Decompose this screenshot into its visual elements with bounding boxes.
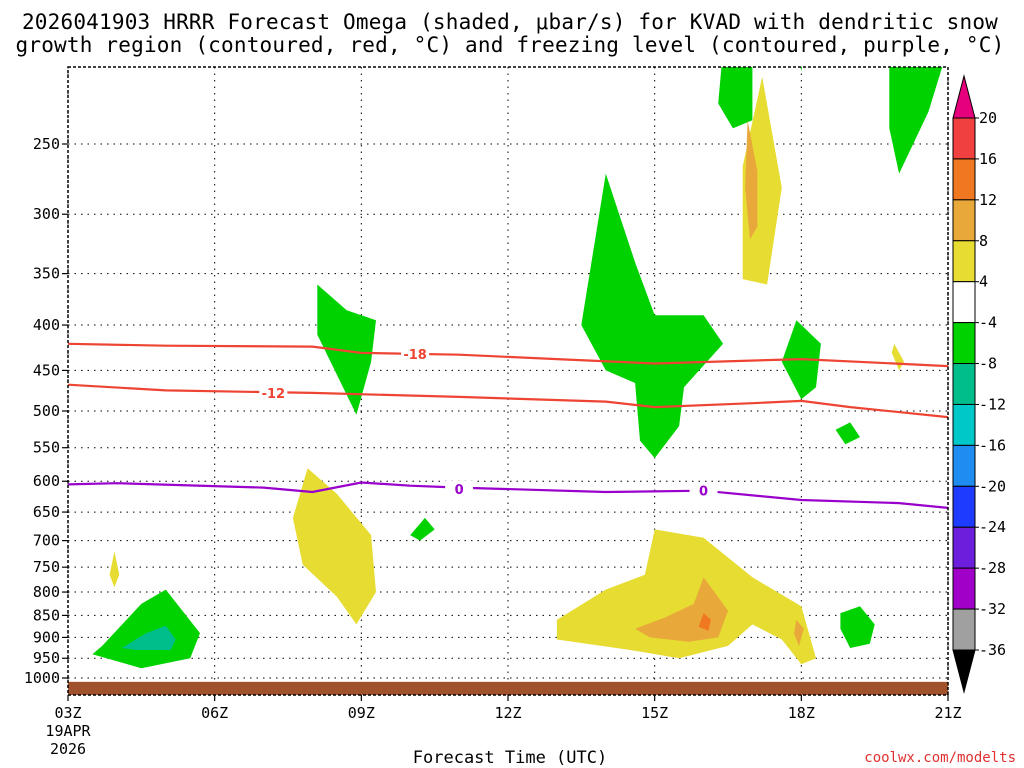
colorbar-label: 12 bbox=[979, 191, 997, 209]
y-tick-label: 450 bbox=[33, 361, 60, 379]
y-tick-label: 500 bbox=[33, 402, 60, 420]
freezing-level-label-bg bbox=[445, 480, 474, 497]
downward-motion-yellow-4 bbox=[891, 343, 904, 371]
upward-motion-green-5 bbox=[718, 67, 753, 129]
upward-motion-green-7 bbox=[835, 422, 860, 445]
colorbar-label: -36 bbox=[979, 641, 1006, 659]
colorbar-bin bbox=[952, 158, 976, 201]
colorbar-label: -28 bbox=[979, 559, 1006, 577]
x-tick-label: 12Z bbox=[494, 704, 521, 722]
credit-text: coolwx.com/modelts bbox=[864, 750, 1016, 766]
downward-motion-yellow-1 bbox=[109, 551, 120, 588]
colorbar-bin bbox=[952, 608, 976, 651]
y-tick-label: 700 bbox=[33, 532, 60, 550]
x-start-label-month: 19APR bbox=[45, 722, 91, 740]
colorbar-label: -16 bbox=[979, 436, 1006, 454]
upward-motion-green-8 bbox=[840, 606, 875, 648]
colorbar-bin bbox=[952, 403, 976, 446]
x-start-label-year: 2026 bbox=[50, 740, 86, 758]
upward-motion-green-1 bbox=[92, 589, 200, 669]
y-tick-label: 850 bbox=[33, 606, 60, 624]
upward-motion-teal-1 bbox=[121, 625, 176, 650]
dgz-minus12-line bbox=[68, 383, 948, 419]
x-axis-title: Forecast Time (UTC) bbox=[413, 748, 607, 768]
y-tick-label: 600 bbox=[33, 472, 60, 490]
y-tick-label: 1000 bbox=[24, 669, 60, 687]
chart-title-line1: 2026041903 HRRR Forecast Omega (shaded, … bbox=[22, 10, 998, 34]
upward-motion-green-10 bbox=[800, 67, 802, 72]
downward-motion-orange-1 bbox=[745, 120, 758, 240]
colorbar: 20 16 12 8 4 -4 -8 -12 -16 -20 -24 -28 -32 -36 bbox=[952, 74, 1006, 694]
y-axis-ticks: 250 300 350 400 450 500 550 600 650 700 750 800 850 9… bbox=[24, 135, 68, 687]
colorbar-label: -32 bbox=[979, 600, 1006, 618]
colorbar-label: 8 bbox=[979, 232, 988, 250]
upward-motion-green-2 bbox=[317, 284, 376, 415]
upward-motion-green-4 bbox=[581, 173, 724, 459]
y-tick-label: 300 bbox=[33, 205, 60, 223]
colorbar-label: 16 bbox=[979, 150, 997, 168]
y-tick-label: 350 bbox=[33, 265, 60, 283]
dgz-minus18-label: -18 bbox=[403, 348, 427, 363]
x-tick-label: 15Z bbox=[641, 704, 668, 722]
downward-motion-yellow-5 bbox=[556, 529, 816, 665]
y-tick-label: 950 bbox=[33, 649, 60, 667]
omega-shading bbox=[92, 67, 943, 669]
surface-terrain bbox=[68, 681, 948, 695]
x-tick-label: 18Z bbox=[788, 704, 815, 722]
colorbar-label: -20 bbox=[979, 477, 1006, 495]
downward-motion-yellow-2 bbox=[292, 468, 376, 625]
y-tick-label: 550 bbox=[33, 439, 60, 457]
colorbar-label: -24 bbox=[979, 518, 1006, 536]
dgz-minus18-label-bg bbox=[401, 345, 430, 362]
freezing-level-label-bg bbox=[689, 482, 718, 499]
y-tick-label: 750 bbox=[33, 558, 60, 576]
colorbar-label: -12 bbox=[979, 395, 1006, 413]
dgz-minus12-label-bg bbox=[259, 384, 288, 401]
dgz-minus12-label: -12 bbox=[262, 387, 286, 402]
y-tick-label: 800 bbox=[33, 583, 60, 601]
dgz-minus18-line bbox=[68, 342, 948, 368]
temperature-contours: -18 -12 0 0 bbox=[68, 342, 948, 509]
colorbar-bin bbox=[952, 485, 976, 528]
colorbar-bin bbox=[952, 240, 976, 283]
upward-motion-green-3 bbox=[410, 517, 435, 541]
downward-motion-orange-3 bbox=[794, 619, 804, 646]
colorbar-bin bbox=[952, 281, 976, 324]
colorbar-label: -8 bbox=[979, 355, 997, 373]
freezing-level-label-2: 0 bbox=[699, 485, 708, 500]
y-tick-label: 400 bbox=[33, 316, 60, 334]
y-tick-label: 250 bbox=[33, 135, 60, 153]
colorbar-bin bbox=[952, 117, 976, 160]
x-tick-label: 21Z bbox=[934, 704, 961, 722]
colorbar-bin-bottom bbox=[952, 649, 976, 694]
y-tick-label: 650 bbox=[33, 503, 60, 521]
freezing-level-label: 0 bbox=[455, 483, 464, 498]
upward-motion-green-9 bbox=[889, 67, 943, 174]
colorbar-bin bbox=[952, 322, 976, 365]
colorbar-label: 20 bbox=[979, 109, 997, 127]
colorbar-bin-top bbox=[952, 74, 976, 119]
colorbar-bin bbox=[952, 526, 976, 569]
colorbar-label: 4 bbox=[979, 273, 988, 291]
x-tick-label: 06Z bbox=[201, 704, 228, 722]
x-tick-label: 09Z bbox=[348, 704, 375, 722]
x-axis-ticks: 03Z 06Z 09Z 12Z 15Z 18Z 21Z bbox=[54, 695, 962, 722]
colorbar-bin bbox=[952, 567, 976, 610]
colorbar-label: -4 bbox=[979, 314, 997, 332]
chart-title-line2: growth region (contoured, red, °C) and f… bbox=[16, 33, 1005, 57]
freezing-level-line bbox=[68, 481, 948, 509]
downward-motion-red-1 bbox=[698, 613, 711, 631]
colorbar-bin bbox=[952, 444, 976, 487]
y-tick-label: 900 bbox=[33, 628, 60, 646]
colorbar-bin bbox=[952, 199, 976, 242]
colorbar-bin bbox=[952, 363, 976, 405]
x-tick-label: 03Z bbox=[54, 704, 81, 722]
